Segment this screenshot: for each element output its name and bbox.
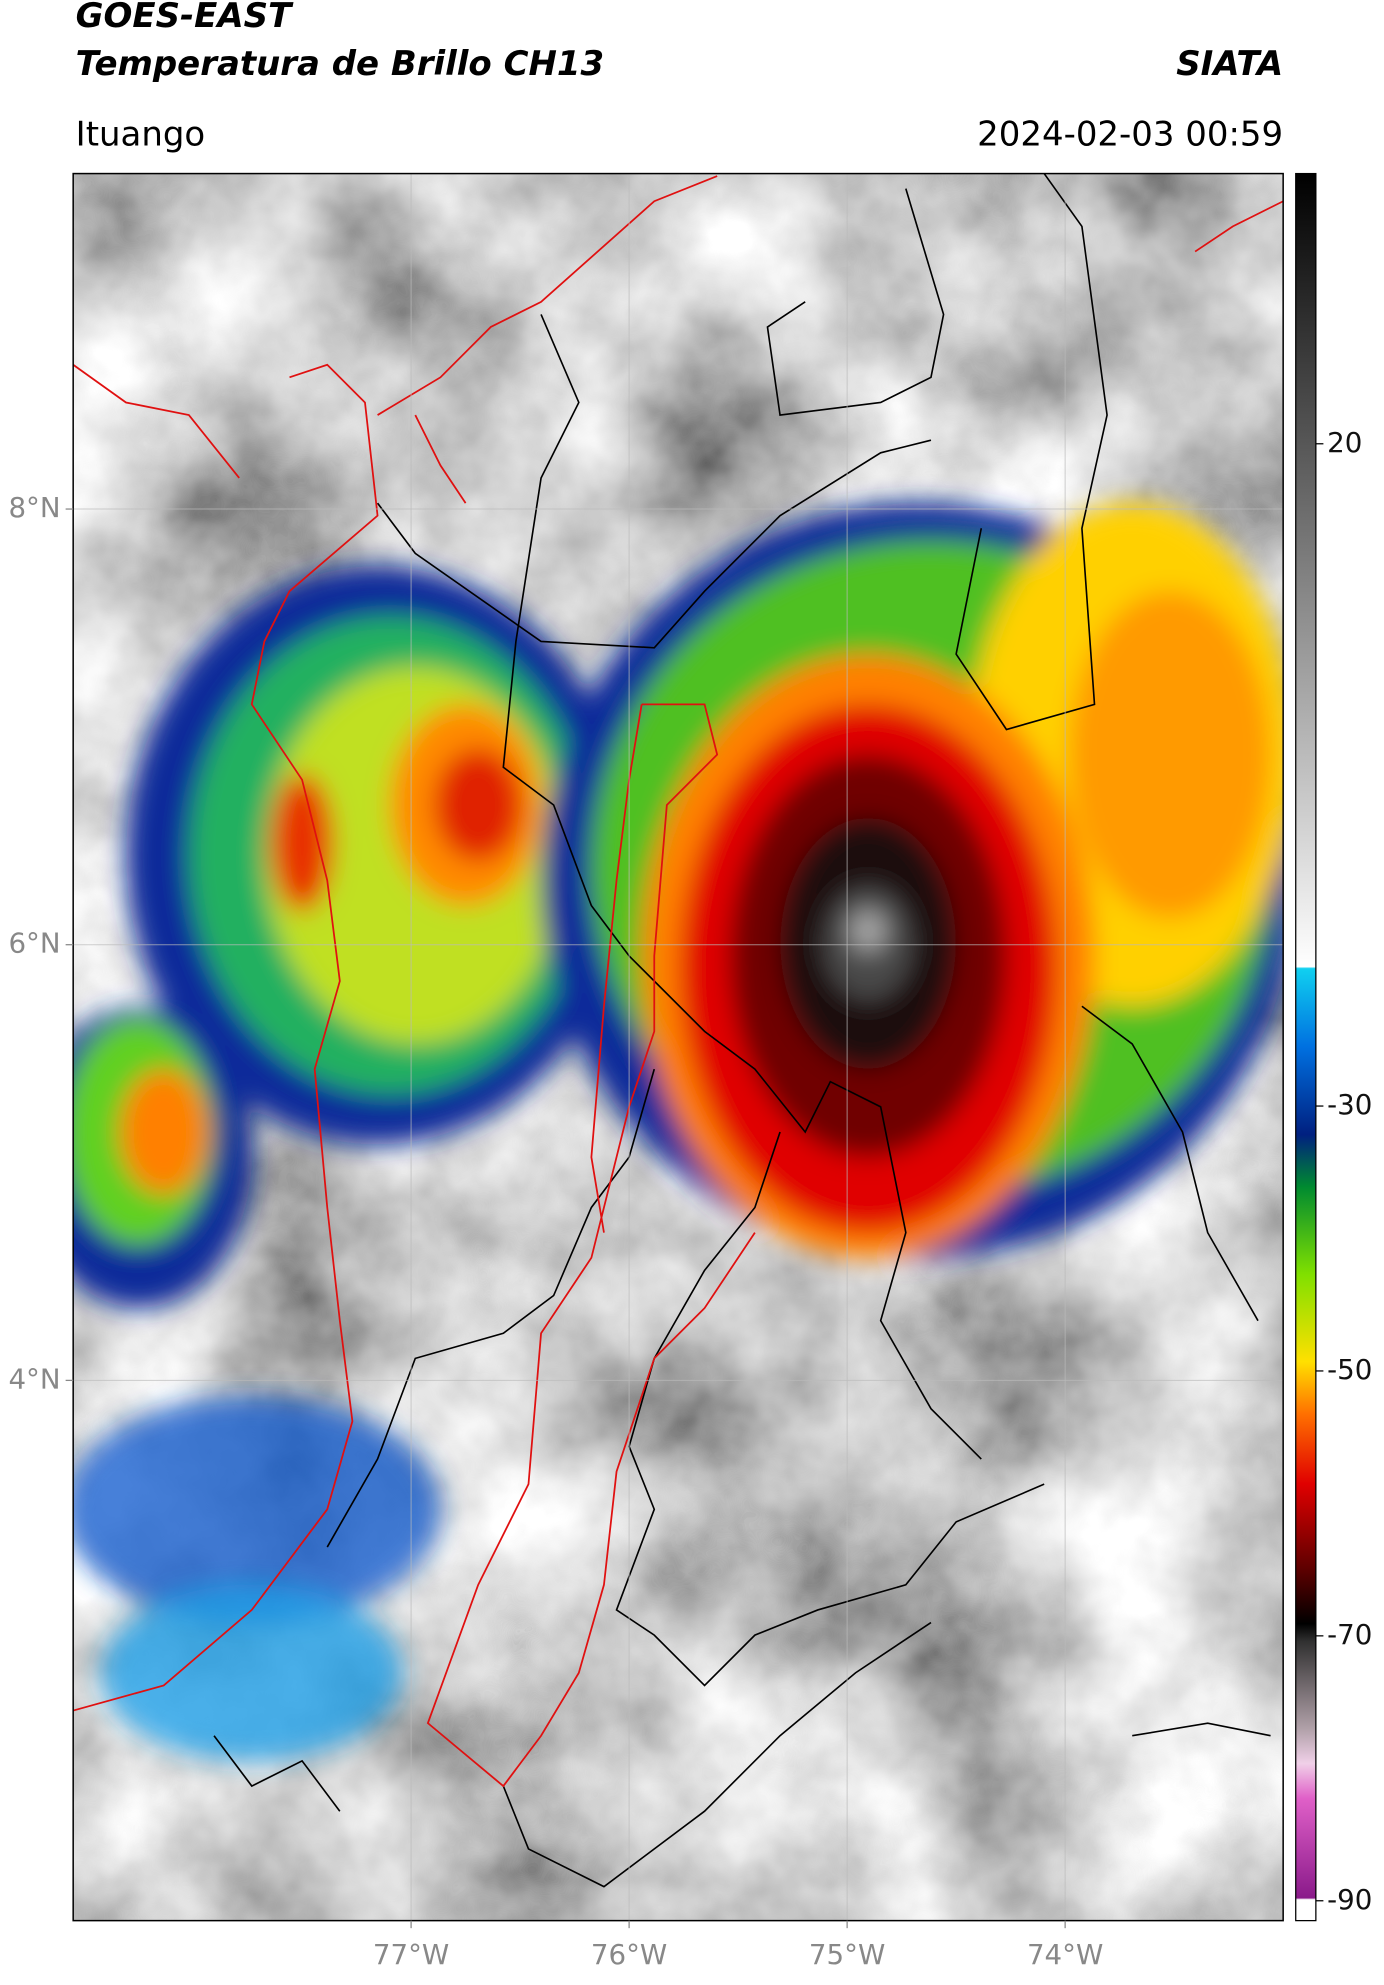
red-outlines bbox=[73, 175, 1284, 1788]
satellite-image bbox=[73, 173, 1284, 1921]
colorbar bbox=[1295, 172, 1317, 1922]
subtitle: Temperatura de Brillo CH13 bbox=[76, 44, 604, 84]
x-tick-label: 75°W bbox=[809, 1938, 885, 1971]
borders bbox=[213, 173, 1271, 1888]
location: Ituango bbox=[76, 114, 206, 154]
plot-frame bbox=[72, 172, 1284, 1922]
grid bbox=[73, 173, 1284, 1921]
timestamp: 2024-02-03 00:59 bbox=[977, 114, 1283, 154]
colorbar-tick-label: -90 bbox=[1327, 1883, 1372, 1916]
colorbar-tick-label: 20 bbox=[1327, 426, 1362, 459]
y-tick-label: 6°N bbox=[8, 927, 60, 960]
x-tick-label: 74°W bbox=[1027, 1938, 1103, 1971]
source: SIATA bbox=[1176, 44, 1283, 84]
y-tick-label: 8°N bbox=[8, 491, 60, 524]
x-tick-label: 77°W bbox=[373, 1938, 449, 1971]
x-tick-label: 76°W bbox=[591, 1938, 667, 1971]
title: GOES-EAST bbox=[76, 0, 294, 36]
y-tick-label: 4°N bbox=[8, 1362, 60, 1395]
colorbar-tick-label: -70 bbox=[1327, 1618, 1372, 1651]
colorbar-tick-label: -30 bbox=[1327, 1088, 1372, 1121]
colorbar-tick-label: -50 bbox=[1327, 1353, 1372, 1386]
